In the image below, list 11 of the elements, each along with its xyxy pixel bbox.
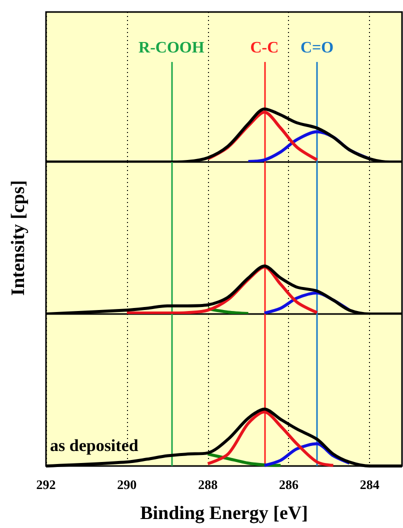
ref-line-label: C-C bbox=[250, 39, 279, 56]
x-tick-label: 292 bbox=[36, 477, 56, 492]
x-tick-label: 286 bbox=[278, 477, 299, 492]
ref-line-label: C=O bbox=[300, 39, 334, 56]
x-tick-label: 288 bbox=[198, 477, 218, 492]
annotation: as deposited bbox=[50, 436, 139, 455]
x-axis-title: Binding Energy [eV] bbox=[140, 503, 308, 524]
ref-line-label: R-COOH bbox=[138, 39, 205, 56]
y-axis-title: Intensity [cps] bbox=[8, 180, 29, 296]
x-tick-label: 284 bbox=[360, 477, 380, 492]
x-tick-label: 290 bbox=[117, 477, 137, 492]
